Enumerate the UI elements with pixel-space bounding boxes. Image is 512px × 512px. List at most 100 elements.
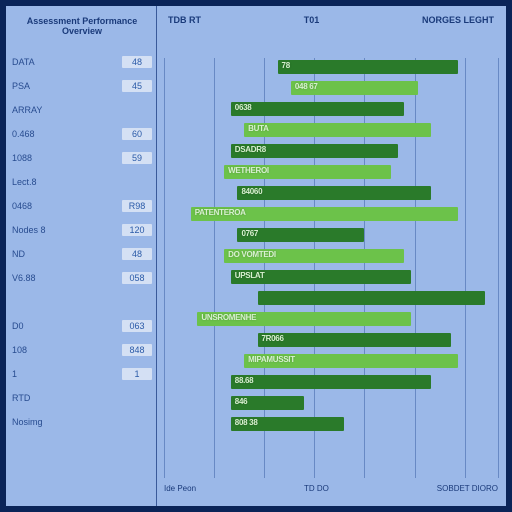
bar-label: MIPAMUSSIT xyxy=(248,355,295,364)
bar[interactable]: WETHEROI xyxy=(224,165,391,179)
left-row-label: Nosimg xyxy=(12,417,43,427)
bar-row: BUTA xyxy=(164,121,498,139)
bar[interactable]: 048 67 xyxy=(291,81,418,95)
left-row: 0468 R98 xyxy=(12,195,152,217)
chart-column: TDB RT T01 NORGES LEGHT 78 048 67 0638 BUTA… xyxy=(156,6,506,506)
x-axis: Ide Peon TD DO SOBDET DIORO xyxy=(164,484,498,500)
left-value-list: DATA 48 PSA 45 ARRAY 0.468 60 1088 59 Lect.8 0468 R… xyxy=(12,51,152,433)
left-row-value: 48 xyxy=(122,248,152,260)
left-row: Nodes 8120 xyxy=(12,219,152,241)
left-row: PSA 45 xyxy=(12,75,152,97)
bar[interactable] xyxy=(258,291,485,305)
bar-row: 808 38 xyxy=(164,415,498,433)
bar-label: 7R066 xyxy=(262,334,284,343)
bar-row: WETHEROI xyxy=(164,163,498,181)
left-row-value: 058 xyxy=(122,272,152,284)
bar[interactable]: BUTA xyxy=(244,123,431,137)
bar-label: 88.68 xyxy=(235,376,254,385)
left-row-label: D0 xyxy=(12,321,24,331)
bar-label: PATENTEROA xyxy=(195,208,246,217)
chart-header: TDB RT T01 NORGES LEGHT xyxy=(164,16,498,26)
left-row-label: 1 xyxy=(12,369,17,379)
left-row: 108 848 xyxy=(12,339,152,361)
bar-row: 048 67 xyxy=(164,79,498,97)
left-row-label: Lect.8 xyxy=(12,177,37,187)
bar[interactable]: UNSROMENHE xyxy=(197,312,411,326)
bar-row: MIPAMUSSIT xyxy=(164,352,498,370)
left-row: V6.88 058 xyxy=(12,267,152,289)
bar-label: DSADR8 xyxy=(235,145,266,154)
left-row-label: 108 xyxy=(12,345,27,355)
bar[interactable]: 0638 xyxy=(231,102,405,116)
bar-label: UPSLAT xyxy=(235,271,265,280)
left-row xyxy=(12,291,152,313)
left-row-value: 60 xyxy=(122,128,152,140)
left-row-value: R98 xyxy=(122,200,152,212)
left-row-label: ARRAY xyxy=(12,105,42,115)
bar-label: DO VOMTEDI xyxy=(228,250,276,259)
left-column: Assessment Performance Overview DATA 48 PS… xyxy=(6,6,156,506)
bar-row xyxy=(164,289,498,307)
hdr-right: NORGES LEGHT xyxy=(422,16,494,26)
left-row: 1088 59 xyxy=(12,147,152,169)
bar-label: UNSROMENHE xyxy=(201,313,256,322)
left-row-value: 45 xyxy=(122,80,152,92)
x-axis-label: TD DO xyxy=(304,484,329,500)
left-row: Nosimg xyxy=(12,411,152,433)
bar-row: 84060 xyxy=(164,184,498,202)
left-row-label: PSA xyxy=(12,81,30,91)
bar[interactable]: 78 xyxy=(278,60,458,74)
bar-row: 0638 xyxy=(164,100,498,118)
left-row-label: DATA xyxy=(12,57,35,67)
left-row-value: 1 xyxy=(122,368,152,380)
bar-label: 78 xyxy=(282,61,290,70)
plot-area: 78 048 67 0638 BUTA DSADR8 WETHEROI 84060 PATEN… xyxy=(164,58,498,478)
bar[interactable]: MIPAMUSSIT xyxy=(244,354,458,368)
x-axis-label: SOBDET DIORO xyxy=(437,484,498,500)
gridline xyxy=(498,58,499,478)
bar[interactable]: DSADR8 xyxy=(231,144,398,158)
left-row: RTD xyxy=(12,387,152,409)
bar[interactable]: 0767 xyxy=(237,228,364,242)
bar-label: 84060 xyxy=(241,187,262,196)
bar-label: 0638 xyxy=(235,103,252,112)
bar[interactable]: 846 xyxy=(231,396,304,410)
left-row: ND 48 xyxy=(12,243,152,265)
bar-row: 88.68 xyxy=(164,373,498,391)
bar-row: DSADR8 xyxy=(164,142,498,160)
bar-row: 7R066 xyxy=(164,331,498,349)
left-row-label: 1088 xyxy=(12,153,32,163)
bar-row: DO VOMTEDI xyxy=(164,247,498,265)
left-header: Assessment Performance Overview xyxy=(12,16,152,37)
bar-row: PATENTEROA xyxy=(164,205,498,223)
bar[interactable]: DO VOMTEDI xyxy=(224,249,404,263)
left-row-value: 063 xyxy=(122,320,152,332)
bar-label: WETHEROI xyxy=(228,166,269,175)
left-row-value: 848 xyxy=(122,344,152,356)
left-row-label: V6.88 xyxy=(12,273,36,283)
bar[interactable]: 7R066 xyxy=(258,333,452,347)
left-row: 11 xyxy=(12,363,152,385)
left-row-label: ND xyxy=(12,249,25,259)
bar[interactable]: PATENTEROA xyxy=(191,207,458,221)
chart-panel: Assessment Performance Overview DATA 48 PS… xyxy=(6,6,506,506)
bar-label: 048 67 xyxy=(295,82,318,91)
left-row: 0.468 60 xyxy=(12,123,152,145)
left-row-label: RTD xyxy=(12,393,30,403)
bar[interactable]: 88.68 xyxy=(231,375,431,389)
left-row-value: 48 xyxy=(122,56,152,68)
x-axis-label: Ide Peon xyxy=(164,484,196,500)
bar-row: UNSROMENHE xyxy=(164,310,498,328)
left-row: Lect.8 xyxy=(12,171,152,193)
left-row-value: 59 xyxy=(122,152,152,164)
left-row-label: 0468 xyxy=(12,201,32,211)
bar[interactable]: UPSLAT xyxy=(231,270,411,284)
left-row: ARRAY xyxy=(12,99,152,121)
bar-row: 78 xyxy=(164,58,498,76)
bar-label: 0767 xyxy=(241,229,258,238)
bar-row: UPSLAT xyxy=(164,268,498,286)
bar[interactable]: 84060 xyxy=(237,186,431,200)
left-row-label: 0.468 xyxy=(12,129,35,139)
bar[interactable]: 808 38 xyxy=(231,417,345,431)
left-row-value: 120 xyxy=(122,224,152,236)
